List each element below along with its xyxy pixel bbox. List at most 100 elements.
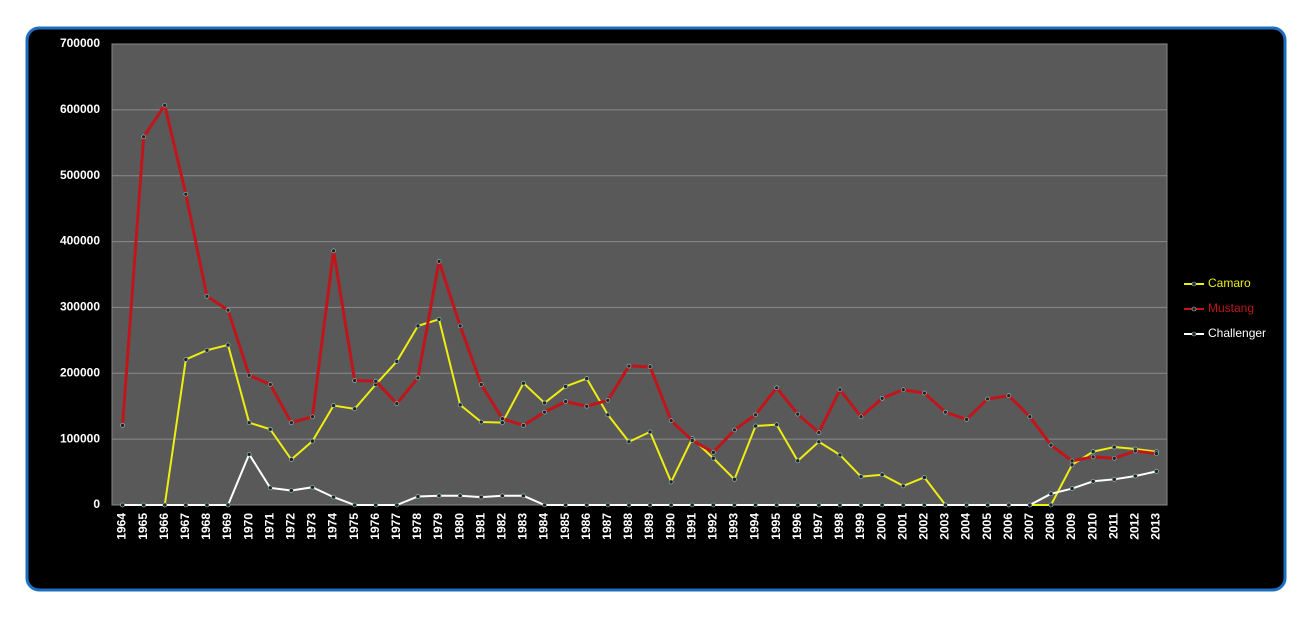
point-marker	[436, 259, 442, 264]
point-marker	[689, 502, 695, 508]
point-marker	[753, 423, 758, 429]
point-marker	[858, 414, 864, 420]
point-marker	[900, 502, 906, 508]
y-tick-label: 300000	[60, 300, 100, 314]
point-marker	[753, 412, 758, 418]
x-tick-label: 2004	[959, 513, 973, 540]
point-marker	[436, 316, 442, 322]
point-marker	[584, 403, 590, 409]
point-marker	[331, 494, 336, 500]
point-marker	[225, 502, 231, 508]
point-marker	[120, 502, 125, 508]
x-tick-label: 1988	[621, 513, 635, 540]
x-tick-label: 1980	[452, 513, 466, 540]
y-tick-label: 0	[93, 497, 100, 511]
x-tick-label: 1979	[431, 513, 445, 540]
y-tick-label: 600000	[60, 102, 100, 116]
x-tick-label: 1966	[157, 513, 171, 540]
x-tick-label: 1990	[663, 513, 677, 540]
point-marker	[795, 458, 801, 464]
x-tick-label: 1976	[368, 513, 382, 540]
point-marker	[964, 502, 969, 508]
x-tick-label: 1977	[389, 513, 403, 540]
point-marker	[246, 451, 252, 457]
point-marker	[943, 409, 948, 415]
point-marker	[647, 364, 653, 370]
point-marker	[310, 438, 315, 444]
legend-label: Challenger	[1208, 326, 1266, 340]
point-marker	[1027, 414, 1033, 420]
point-marker	[1090, 449, 1096, 454]
point-marker	[774, 502, 779, 508]
point-marker	[563, 384, 568, 389]
point-marker	[310, 414, 315, 420]
legend-marker	[1191, 306, 1197, 312]
point-marker	[879, 396, 885, 401]
x-tick-label: 1964	[115, 513, 129, 540]
point-marker	[858, 502, 864, 508]
point-marker	[732, 477, 737, 482]
point-marker	[373, 502, 379, 508]
y-tick-label: 400000	[60, 234, 100, 248]
x-tick-label: 1965	[136, 513, 150, 540]
point-marker	[605, 412, 611, 418]
point-marker	[1048, 442, 1054, 448]
point-marker	[500, 416, 505, 422]
point-marker	[415, 323, 421, 329]
point-marker	[204, 347, 210, 353]
series-line	[121, 103, 1157, 463]
point-marker	[795, 502, 801, 508]
point-marker	[732, 502, 737, 508]
series-line	[122, 453, 1157, 506]
x-tick-label: 1973	[305, 513, 319, 540]
point-marker	[415, 375, 421, 381]
x-tick-label: 1989	[642, 513, 656, 540]
point-marker	[647, 502, 653, 508]
x-tick-label: 1995	[769, 513, 783, 540]
point-marker	[352, 378, 357, 383]
point-marker	[225, 307, 231, 313]
point-marker	[879, 472, 885, 478]
point-marker	[985, 396, 990, 402]
point-marker	[352, 406, 357, 412]
point-marker	[584, 502, 590, 508]
point-marker	[1006, 393, 1012, 398]
point-marker	[922, 475, 927, 480]
point-marker	[267, 485, 273, 491]
point-marker	[267, 382, 273, 387]
point-marker	[141, 502, 146, 508]
point-marker	[774, 385, 779, 391]
point-marker	[732, 427, 737, 433]
x-tick-label: 1970	[241, 513, 255, 540]
point-marker	[858, 474, 864, 479]
point-marker	[500, 420, 505, 425]
point-marker	[141, 134, 146, 140]
point-marker	[922, 502, 927, 508]
point-marker	[668, 502, 674, 508]
point-marker	[204, 293, 210, 299]
point-marker	[1090, 454, 1096, 460]
x-tick-label: 2002	[917, 513, 931, 540]
point-marker	[711, 502, 716, 508]
point-marker	[711, 450, 716, 455]
point-marker	[162, 502, 168, 508]
point-marker	[816, 430, 822, 435]
x-tick-label: 1983	[516, 513, 530, 540]
y-tick-label: 100000	[60, 431, 100, 445]
x-tick-label: 2003	[938, 513, 952, 540]
point-marker	[1111, 477, 1117, 482]
point-marker	[900, 483, 906, 489]
point-marker	[1006, 502, 1012, 508]
plot-area	[111, 43, 1168, 506]
x-tick-label: 2012	[1128, 513, 1142, 540]
point-marker	[605, 397, 611, 403]
point-marker	[1154, 469, 1159, 474]
x-tick-label: 1992	[706, 513, 720, 540]
point-marker	[626, 363, 632, 369]
point-marker	[521, 423, 526, 428]
point-marker	[1154, 451, 1159, 456]
point-marker	[837, 452, 843, 458]
point-marker	[563, 502, 568, 508]
x-tick-label: 1985	[558, 513, 572, 540]
point-marker	[331, 403, 336, 408]
